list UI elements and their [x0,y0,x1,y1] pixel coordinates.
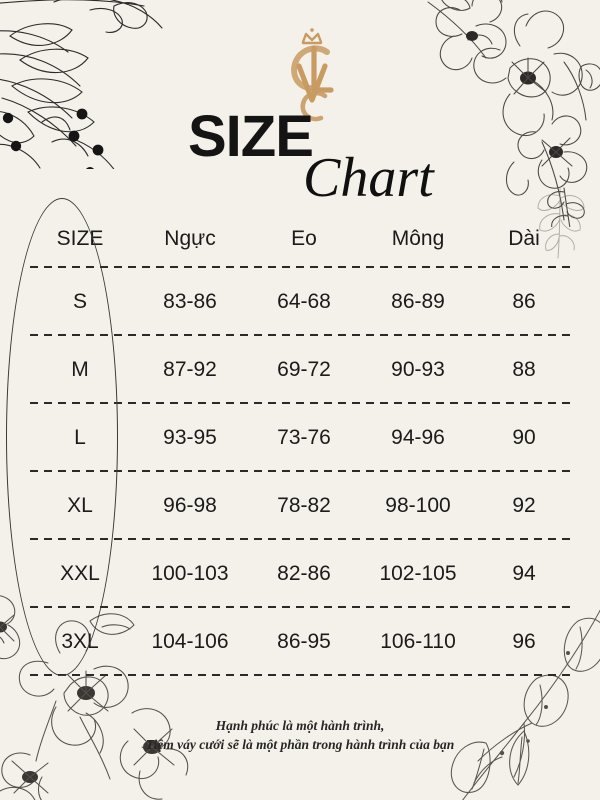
cell-nguc: 104-106 [151,630,229,653]
table-row: XXL 100-103 82-86 102-105 94 [30,540,570,608]
cell-dai: 90 [512,426,536,449]
cell-mong: 86-89 [391,290,445,313]
cell-dai: 94 [512,562,536,585]
table-row: M 87-92 69-72 90-93 88 [30,336,570,404]
column-header-mong: Mông [391,227,445,250]
table-row: S 83-86 64-68 86-89 86 [30,268,570,336]
cell-nguc: 96-98 [163,494,217,517]
cell-eo: 82-86 [277,562,331,585]
title-size: SIZE [188,104,314,169]
footer-line-2: Tiệm váy cưới sẽ là một phần trong hành … [145,737,455,752]
row-divider [30,674,570,676]
cell-mong: 94-96 [391,426,445,449]
cell-size: 3XL [61,630,99,653]
row-divider [30,470,570,472]
cell-size: L [74,426,86,449]
crown-monogram-logo [281,26,343,126]
cell-mong: 102-105 [379,562,457,585]
cell-mong: 90-93 [391,358,445,381]
cell-nguc: 83-86 [163,290,217,313]
column-header-dai: Dài [508,227,540,250]
row-divider [30,538,570,540]
column-header-size: SIZE [56,227,104,250]
footer-line-1: Hạnh phúc là một hành trình, [215,718,385,733]
cell-eo: 78-82 [277,494,331,517]
cell-size: XL [67,494,93,517]
cell-dai: 86 [512,290,536,313]
cell-dai: 88 [512,358,536,381]
column-header-nguc: Ngực [164,227,216,250]
table-row: XL 96-98 78-82 98-100 92 [30,472,570,540]
table-row: 3XL 104-106 86-95 106-110 96 [30,608,570,676]
cell-dai: 92 [512,494,536,517]
cell-eo: 73-76 [277,426,331,449]
cell-nguc: 93-95 [163,426,217,449]
row-divider [30,402,570,404]
cell-dai: 96 [512,630,536,653]
size-table: SIZE Ngực Eo Mông Dài S 83-86 64-68 86-8… [30,210,570,676]
column-header-eo: Eo [291,227,317,250]
cell-nguc: 100-103 [151,562,229,585]
cell-eo: 64-68 [277,290,331,313]
table-row: L 93-95 73-76 94-96 90 [30,404,570,472]
cell-nguc: 87-92 [163,358,217,381]
footer-tagline: Hạnh phúc là một hành trình, Tiệm váy cư… [0,716,600,754]
cell-size: XXL [60,562,100,585]
row-divider [30,606,570,608]
cell-eo: 86-95 [277,630,331,653]
cell-size: M [71,358,89,381]
cell-size: S [72,290,87,313]
cell-mong: 98-100 [385,494,451,517]
row-divider [30,266,570,268]
title-chart: Chart [303,147,434,209]
cell-eo: 69-72 [277,358,331,381]
row-divider [30,334,570,336]
table-header-row: SIZE Ngực Eo Mông Dài [30,210,570,268]
page-title: SIZE Chart [0,100,600,210]
cell-mong: 106-110 [380,630,456,653]
